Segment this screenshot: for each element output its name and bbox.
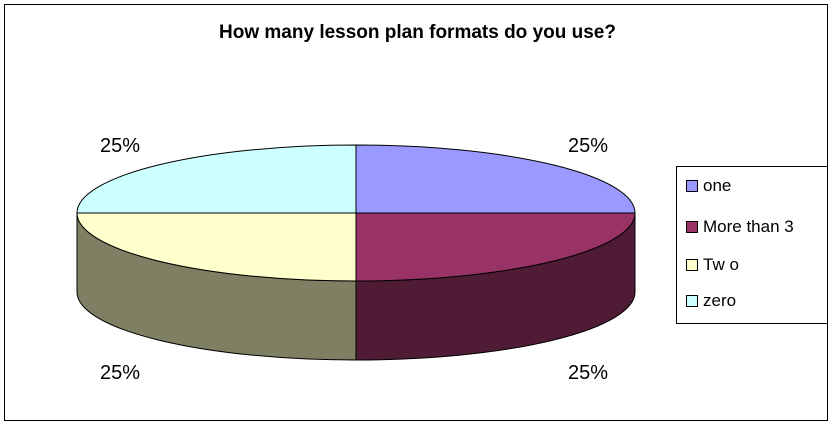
legend: one More than 3 Tw o zero (676, 166, 828, 324)
pie-slice-zero (76, 144, 357, 214)
chart-title: How many lesson plan formats do you use? (219, 22, 616, 43)
legend-label-one: one (703, 176, 732, 195)
pie-slice-more-than-3 (355, 212, 636, 282)
legend-item-two: Tw o (686, 255, 739, 275)
data-label-tw-o: 25% (100, 362, 140, 384)
data-label-one: 25% (568, 135, 608, 157)
legend-label-zero: zero (703, 291, 737, 310)
legend-item-zero: zero (686, 291, 736, 311)
legend-label-more-than-3: More than 3 (703, 217, 794, 236)
legend-item-more-than-3: More than 3 (686, 217, 794, 237)
legend-swatch-zero (686, 295, 698, 307)
pie-slice-tw-o (76, 212, 357, 282)
legend-label-two: Tw o (703, 255, 739, 274)
legend-swatch-one (686, 180, 698, 192)
legend-swatch-more-than-3 (686, 221, 698, 233)
data-label-more-than-3: 25% (568, 362, 608, 384)
legend-item-one: one (686, 176, 731, 196)
data-label-zero: 25% (100, 135, 140, 157)
pie-slice-one (355, 144, 636, 214)
legend-swatch-two (686, 259, 698, 271)
